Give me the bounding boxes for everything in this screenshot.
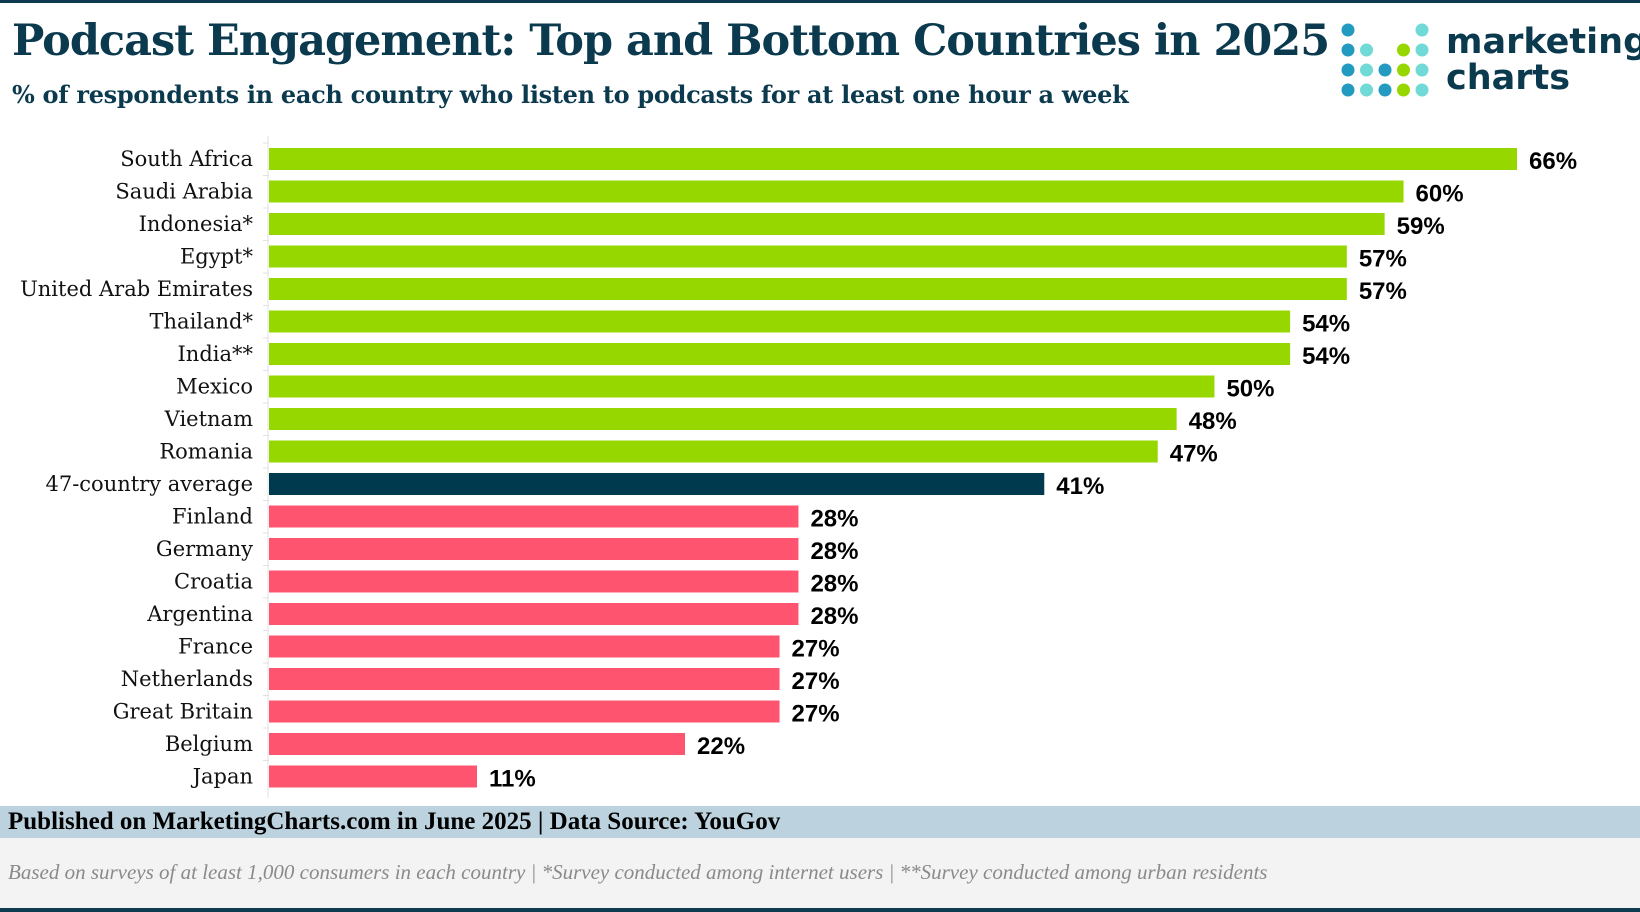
published-source: Published on MarketingCharts.com in June…: [8, 808, 781, 835]
bar-top: [269, 245, 1347, 268]
marketingcharts-logo: marketing charts: [1336, 22, 1640, 102]
category-label: Japan: [191, 765, 253, 789]
bar-bottom: [269, 635, 780, 658]
logo-dot: [1378, 83, 1392, 97]
value-label: 28%: [810, 506, 858, 533]
logo-line1: marketing: [1446, 22, 1640, 62]
logo-dot: [1341, 83, 1355, 97]
bar-top: [269, 343, 1291, 365]
value-label: 27%: [792, 668, 840, 695]
logo-dot: [1360, 63, 1373, 77]
bar-bottom: [269, 733, 685, 755]
value-label: 27%: [792, 701, 840, 728]
logo-dot: [1415, 43, 1429, 57]
value-label: 28%: [810, 571, 858, 598]
category-label: Romania: [159, 440, 253, 464]
logo-dot: [1378, 63, 1392, 77]
bar-top: [269, 375, 1215, 398]
footnotes: Based on surveys of at least 1,000 consu…: [8, 860, 1268, 884]
bar-bottom: [269, 765, 477, 788]
top-border: [0, 0, 1640, 3]
bar-top: [269, 440, 1158, 463]
value-label: 27%: [792, 636, 840, 663]
value-label: 54%: [1302, 343, 1350, 370]
chart-subtitle: % of respondents in each country who lis…: [12, 80, 1129, 109]
category-label: Finland: [172, 505, 253, 529]
category-label: Belgium: [165, 732, 253, 756]
logo-dots-icon: [1341, 23, 1429, 97]
logo-text: marketing charts: [1446, 24, 1640, 96]
bar-top: [269, 310, 1291, 333]
category-label: Great Britain: [113, 700, 253, 724]
value-label: 41%: [1056, 473, 1104, 500]
value-label: 57%: [1359, 246, 1407, 273]
category-label: South Africa: [120, 147, 253, 171]
category-label: Indonesia*: [139, 212, 254, 236]
value-label: 11%: [489, 766, 536, 793]
category-label: Netherlands: [121, 667, 253, 691]
bar-top: [269, 213, 1385, 235]
category-label: France: [178, 635, 253, 659]
value-label: 54%: [1302, 311, 1350, 338]
category-label: Egypt*: [180, 245, 254, 269]
bar-bottom: [269, 505, 799, 528]
logo-dot: [1415, 83, 1429, 97]
category-label: Argentina: [146, 602, 253, 626]
bar-chart: South Africa 66% Saudi Arabia 60% Indonesia*…: [20, 136, 1577, 798]
category-label: Vietnam: [164, 407, 253, 431]
value-label: 60%: [1416, 181, 1464, 208]
bar-top: [269, 278, 1347, 300]
logo-dot: [1397, 83, 1410, 97]
bar-average: [269, 473, 1045, 495]
bar-bottom: [269, 603, 799, 625]
footer-band: Published on MarketingCharts.com in June…: [0, 806, 1640, 838]
notes-band: Based on surveys of at least 1,000 consu…: [0, 838, 1640, 908]
bar-bottom: [269, 570, 799, 593]
value-label: 50%: [1226, 376, 1274, 403]
value-label: 66%: [1529, 148, 1577, 175]
category-label: United Arab Emirates: [20, 277, 253, 301]
logo-dot: [1397, 43, 1410, 57]
category-label: Thailand*: [150, 310, 254, 334]
bar-bottom: [269, 538, 799, 560]
category-label: Croatia: [174, 570, 253, 594]
bar-top: [269, 148, 1517, 170]
category-label: Saudi Arabia: [115, 180, 253, 204]
category-label: 47-country average: [45, 472, 253, 496]
logo-dot: [1415, 63, 1429, 77]
logo-line2: charts: [1446, 58, 1571, 98]
value-label: 59%: [1397, 213, 1445, 240]
bar-bottom: [269, 668, 780, 690]
value-label: 48%: [1189, 408, 1237, 435]
value-label: 28%: [810, 538, 858, 565]
value-label: 47%: [1170, 441, 1218, 468]
logo-dot: [1341, 63, 1355, 77]
value-label: 28%: [810, 603, 858, 630]
chart-title: Podcast Engagement: Top and Bottom Count…: [12, 16, 1330, 66]
logo-dot: [1360, 43, 1373, 57]
category-label: India**: [178, 342, 254, 366]
logo-dot: [1341, 23, 1355, 37]
logo-dot: [1360, 83, 1373, 97]
bottom-border: [0, 908, 1640, 912]
category-label: Germany: [156, 537, 253, 561]
category-label: Mexico: [176, 375, 253, 399]
bar-top: [269, 408, 1177, 430]
bar-bottom: [269, 700, 780, 723]
logo-dot: [1341, 43, 1355, 57]
value-label: 57%: [1359, 278, 1407, 305]
logo-dot: [1397, 63, 1410, 77]
logo-dot: [1415, 23, 1429, 37]
bar-top: [269, 180, 1404, 203]
value-label: 22%: [697, 733, 745, 760]
